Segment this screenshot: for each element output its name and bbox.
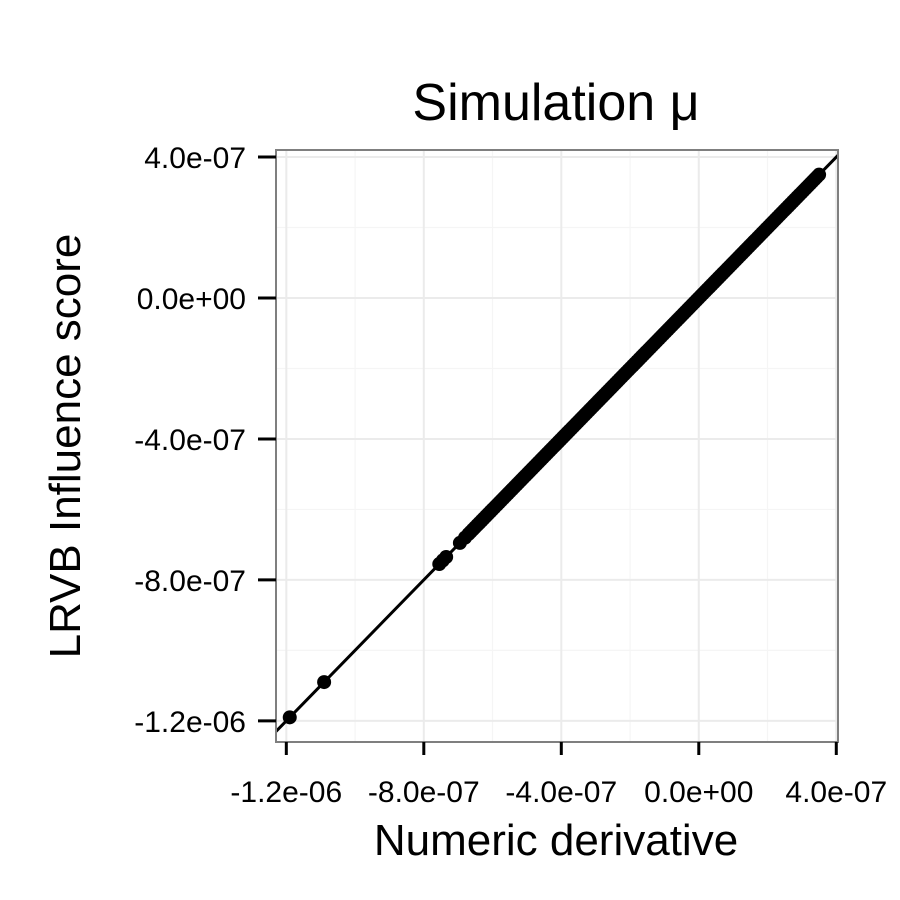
- x-tick-label: -1.2e-06: [230, 776, 342, 809]
- x-tick-label: -8.0e-07: [368, 776, 480, 809]
- data-point: [439, 550, 454, 564]
- x-tick-label: 0.0e+00: [644, 776, 753, 809]
- x-axis: -1.2e-06 -8.0e-07 -4.0e-07 0.0e+00 4.0e-07: [230, 742, 887, 809]
- y-tick-label: 4.0e-07: [144, 142, 246, 175]
- grid: [276, 150, 838, 742]
- y-axis-title: LRVB Influence score: [41, 234, 90, 659]
- x-tick-label: 4.0e-07: [785, 776, 887, 809]
- y-axis: -1.2e-06 -8.0e-07 -4.0e-07 0.0e+00 4.0e-07: [134, 142, 276, 739]
- data-points: [282, 167, 827, 725]
- data-point: [317, 675, 332, 690]
- x-tick-label: -4.0e-07: [505, 776, 617, 809]
- y-tick-label: -4.0e-07: [134, 424, 246, 457]
- x-axis-title: Numeric derivative: [374, 816, 738, 865]
- y-tick-label: -1.2e-06: [134, 706, 246, 739]
- y-tick-label: -8.0e-07: [134, 565, 246, 598]
- data-point: [282, 710, 297, 725]
- y-tick-label: 0.0e+00: [137, 283, 246, 316]
- chart-title: Simulation μ: [412, 74, 699, 132]
- plot-panel-border: [275, 149, 839, 743]
- data-point: [812, 167, 827, 182]
